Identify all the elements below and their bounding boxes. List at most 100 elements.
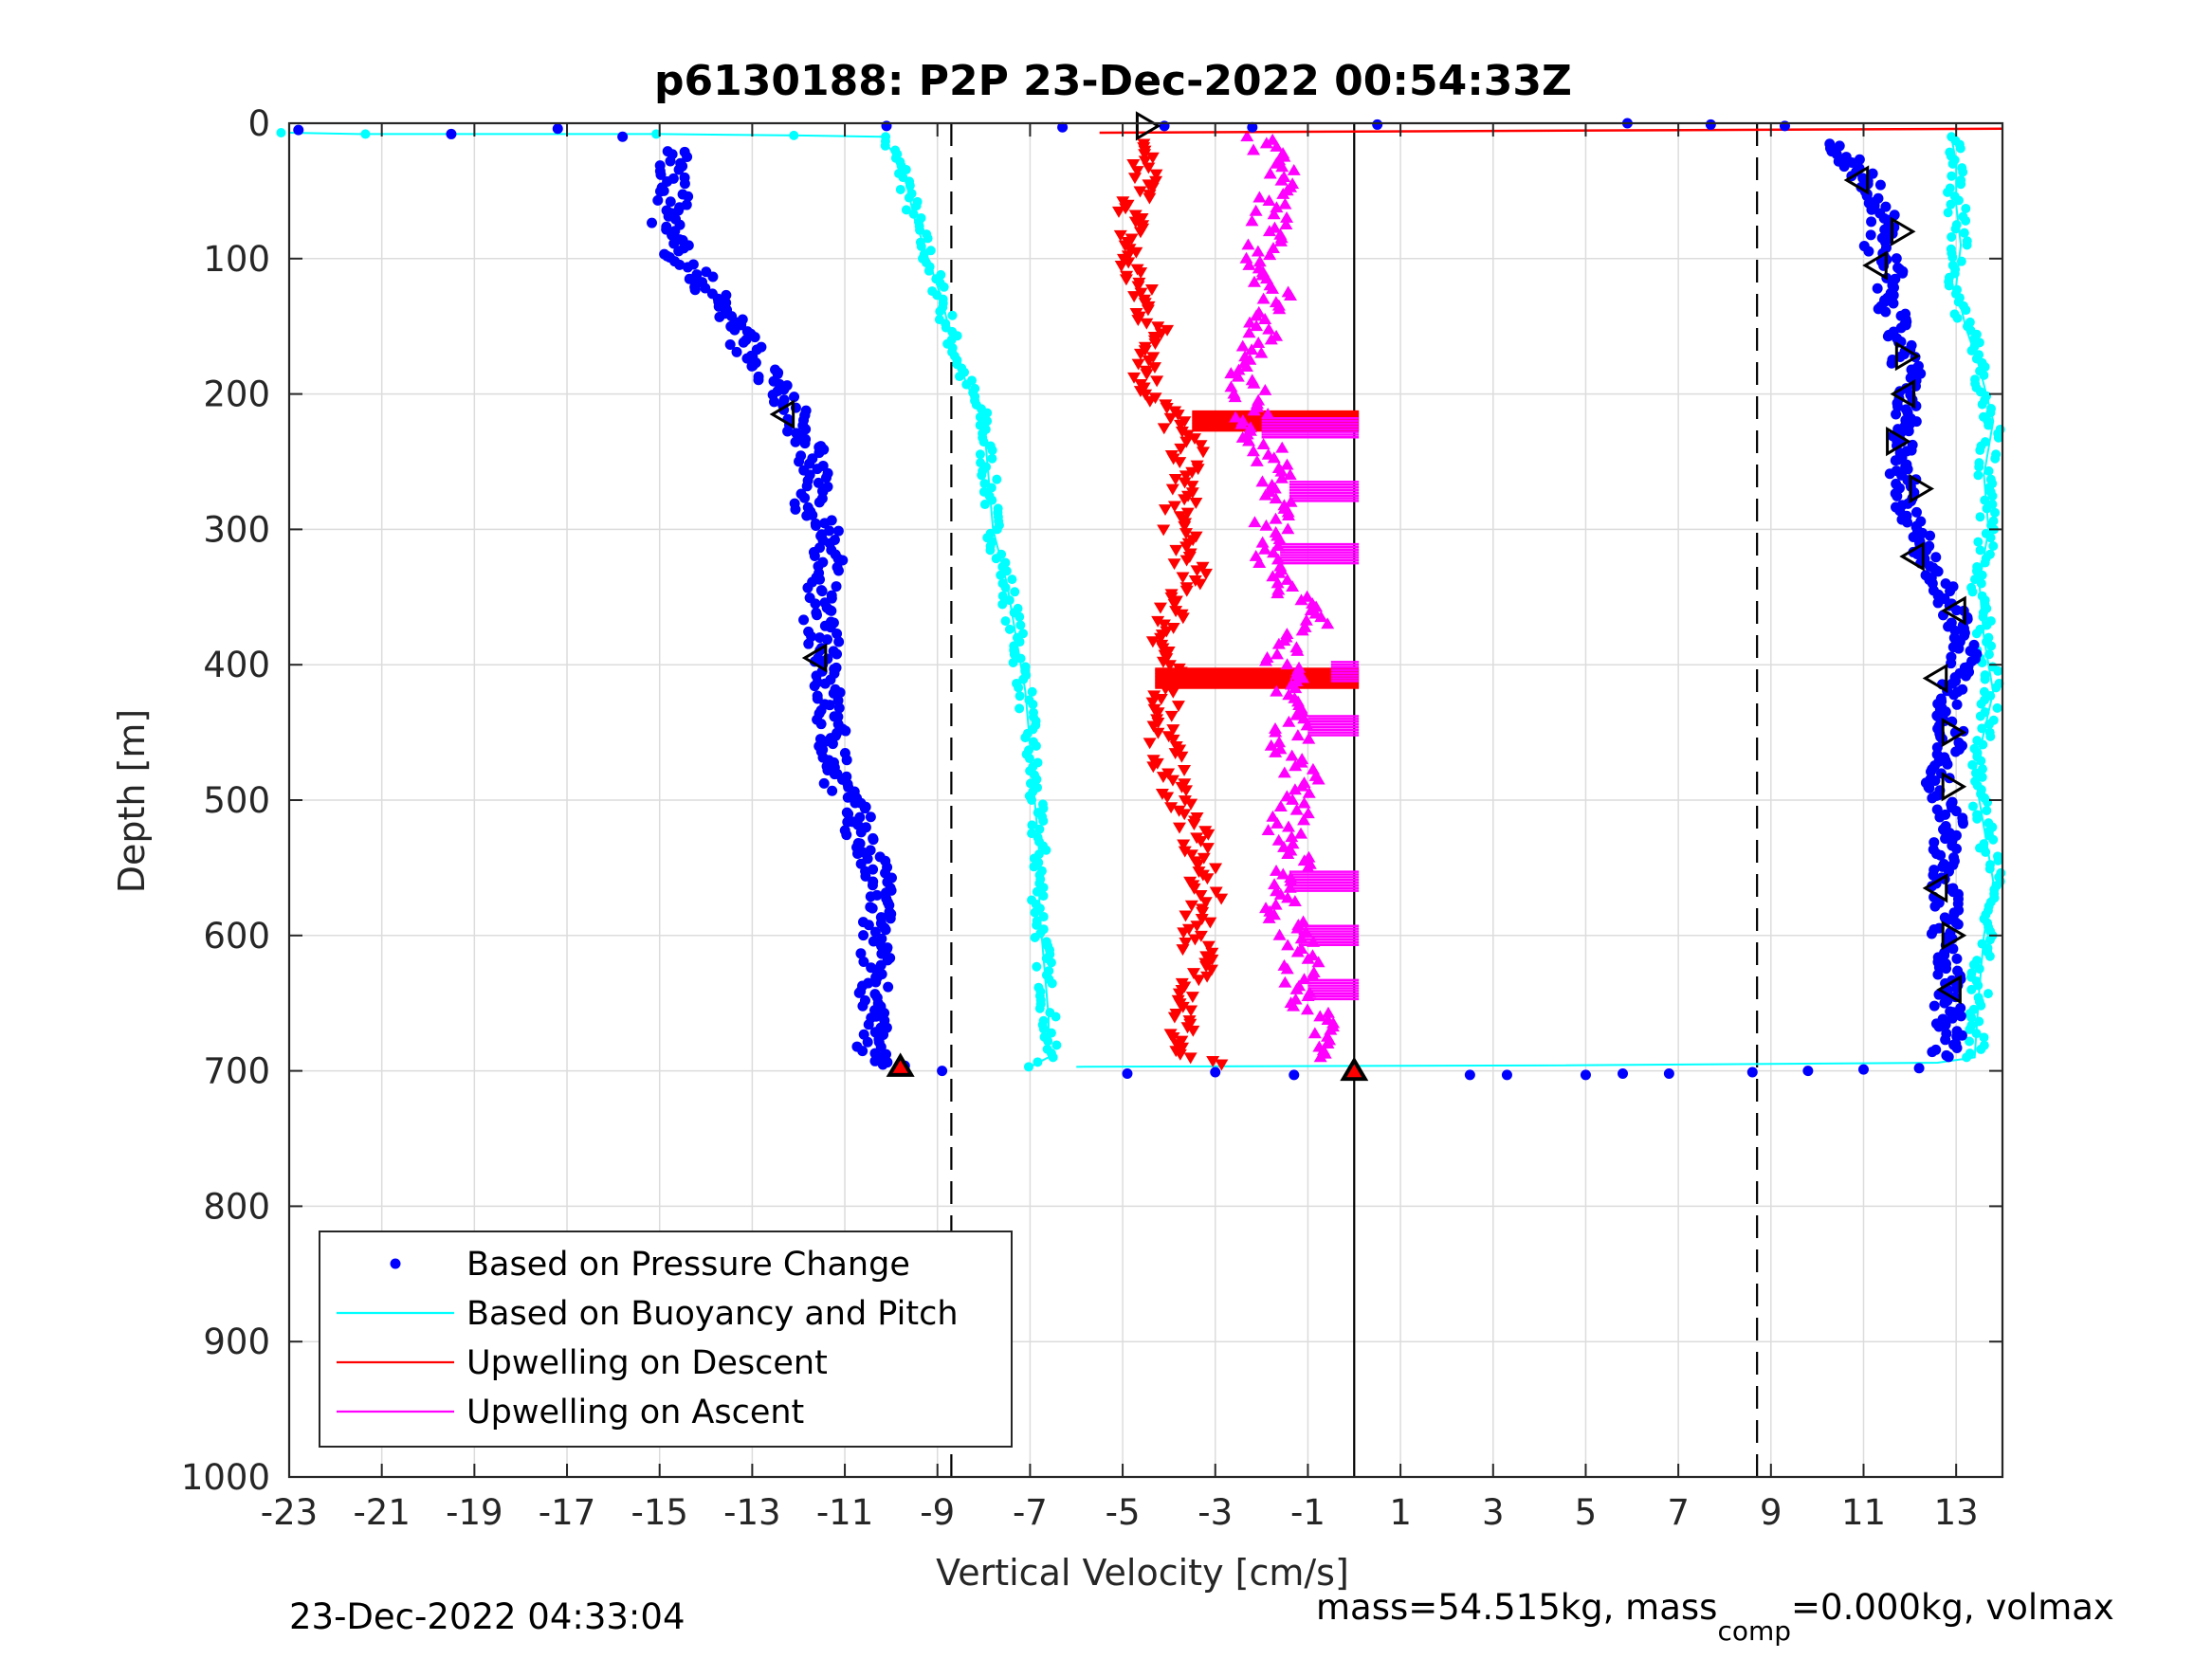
upwelling-descent-point (1142, 356, 1156, 367)
buoyancy-point (1966, 582, 1977, 592)
pressure-point (843, 809, 854, 820)
buoyancy-point (1975, 512, 1985, 522)
y-tick-label: 600 (203, 916, 270, 957)
pitch-marker (1941, 595, 1966, 626)
x-tick-label: 7 (1667, 1492, 1690, 1533)
upwelling-ascent-point (1271, 576, 1285, 589)
upwelling-ascent-point (1289, 803, 1304, 815)
buoyancy-point (915, 225, 925, 235)
upwelling-descent-point (1168, 748, 1182, 760)
upwelling-descent-point (1188, 934, 1202, 946)
upwelling-ascent-point (1261, 824, 1275, 836)
buoyancy-point (996, 570, 1006, 580)
buoyancy-point (923, 265, 934, 276)
upwelling-descent-point (1114, 261, 1128, 272)
upwelling-ascent-point (1294, 593, 1308, 606)
buoyancy-point (1983, 649, 1994, 660)
buoyancy-point (1979, 1032, 1989, 1043)
pressure-outlier-point (1122, 1067, 1133, 1079)
upwelling-descent-point (1151, 707, 1165, 720)
buoyancy-point (1980, 437, 1990, 447)
upwelling-ascent-point (1270, 864, 1284, 876)
upwelling-ascent-point (1258, 488, 1272, 501)
upwelling-descent-point (1154, 694, 1168, 705)
buoyancy-point (955, 372, 965, 382)
pressure-outlier-point (1247, 121, 1258, 133)
pressure-outlier-point (1210, 1066, 1221, 1078)
pressure-point (870, 976, 882, 988)
buoyancy-point (1979, 1040, 1989, 1050)
buoyancy-point (1965, 1048, 1975, 1059)
x-tick-label: -17 (539, 1492, 595, 1533)
buoyancy-point (1987, 662, 1998, 672)
upwelling-ascent-point (1266, 570, 1280, 582)
upwelling-ascent-point (1259, 519, 1273, 531)
pressure-point (673, 246, 685, 257)
upwelling-ascent-point (1242, 434, 1256, 447)
pressure-point (1867, 168, 1878, 179)
upwelling-ascent-point (1267, 208, 1281, 220)
upwelling-ascent-point (1299, 613, 1313, 626)
upwelling-descent-point (1133, 186, 1147, 198)
pressure-point (877, 1059, 888, 1070)
plot-area: -23 -21 -19 -17 -15 -13 -11 -9 -7 -5 -3 -1 1 3 5 7 9 11 13… (181, 103, 2006, 1533)
buoyancy-point (1972, 561, 1983, 572)
pressure-point (818, 777, 830, 789)
buoyancy-point (1027, 795, 1037, 805)
pressure-point (815, 719, 827, 730)
pressure-point (799, 492, 811, 503)
pressure-point (1840, 152, 1852, 163)
pressure-point (738, 337, 749, 348)
upwelling-descent-point (1148, 392, 1162, 405)
upwelling-descent-point (1179, 785, 1193, 797)
upwelling-descent-point (1131, 358, 1145, 371)
pressure-point (1924, 540, 1935, 552)
upwelling-descent-point (1206, 1055, 1220, 1067)
buoyancy-point (987, 453, 997, 464)
buoyancy-point (651, 129, 662, 139)
buoyancy-point (1046, 957, 1056, 968)
buoyancy-point (1970, 776, 1981, 787)
upwelling-ascent-point (1263, 248, 1277, 261)
upwelling-ascent-point (1254, 346, 1269, 358)
upwelling-ascent-point (1263, 167, 1277, 179)
upwelling-descent-point (1145, 697, 1160, 709)
footer-mass-info: mass=54.515kg, masscomp=0.000kg, volmax (1316, 1587, 2114, 1647)
upwelling-descent-point (1176, 1001, 1190, 1013)
pressure-point (665, 196, 676, 208)
buoyancy-point (1956, 256, 1966, 266)
buoyancy-point (1032, 920, 1042, 930)
upwelling-ascent-point (1297, 973, 1311, 985)
buoyancy-point (1051, 1012, 1061, 1022)
upwelling-descent-point (1185, 481, 1199, 492)
buoyancy-point (1980, 495, 1990, 505)
upwelling-descent-point (1143, 738, 1157, 750)
upwelling-ascent-point (1249, 204, 1263, 216)
upwelling-ascent-point (1247, 376, 1261, 389)
upwelling-ascent-point (1302, 732, 1316, 744)
pressure-point (862, 1036, 873, 1048)
buoyancy-point (1007, 574, 1017, 585)
pitch-marker (1135, 111, 1161, 141)
pitch-marker (1890, 216, 1916, 246)
upwelling-ascent-point (1269, 512, 1283, 524)
upwelling-ascent-point (1295, 779, 1309, 792)
pressure-point (814, 447, 825, 459)
upwelling-descent-point (1176, 572, 1190, 584)
buoyancy-point (1959, 228, 1969, 238)
x-tick-label: -21 (353, 1492, 410, 1533)
upwelling-ascent-point (1270, 684, 1284, 697)
pressure-point (1953, 737, 1965, 748)
pressure-point (790, 503, 801, 515)
pressure-point (1912, 360, 1924, 372)
upwelling-descent-point (1181, 923, 1196, 936)
upwelling-descent-point (1178, 809, 1192, 821)
pitch-marker (1890, 378, 1916, 410)
buoyancy-descent-line (288, 131, 1050, 1068)
y-tick-label: 100 (203, 239, 270, 280)
y-tick-label: 500 (203, 780, 270, 821)
pressure-point (826, 605, 837, 616)
upwelling-descent-point (1194, 835, 1208, 848)
upwelling-ascent-point (1272, 736, 1287, 748)
